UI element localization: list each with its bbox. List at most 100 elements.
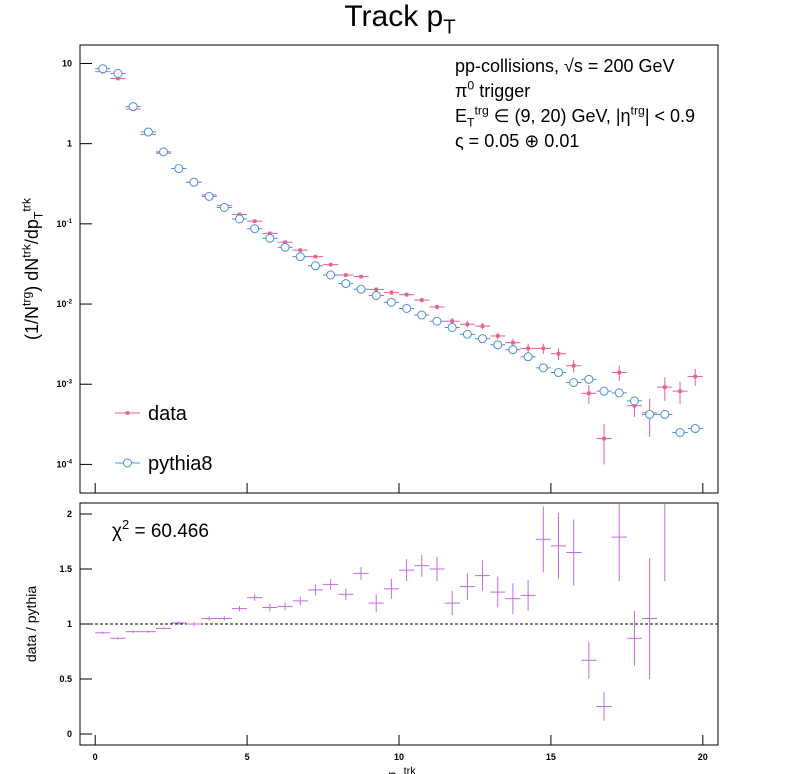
data-marker [310, 261, 320, 271]
y-tick-label: 10-4 [57, 459, 73, 470]
data-marker [569, 378, 579, 388]
data-marker [189, 177, 199, 187]
data-marker [678, 389, 682, 393]
text-part: p [388, 768, 397, 774]
x-tick-label: 15 [546, 752, 556, 762]
text-part: | < 0.9 [645, 106, 695, 126]
data-marker [450, 319, 454, 324]
x-tick-label: 20 [698, 752, 708, 762]
y-tick-label: 1.5 [59, 564, 72, 574]
data-marker [328, 262, 333, 267]
text-part: π [455, 81, 467, 101]
text-part: trk [19, 197, 33, 211]
text-part: ∈ (9, 20) GeV, |η [489, 106, 631, 126]
legend-label: data [148, 403, 188, 425]
text-part: 10 [57, 219, 67, 229]
data-marker [98, 64, 108, 74]
data-marker [313, 254, 318, 259]
data-marker [113, 68, 123, 78]
series-group [95, 64, 703, 465]
data-marker [295, 252, 305, 262]
series-group [95, 503, 666, 721]
text-part: -1 [67, 218, 73, 225]
text-part: χ [112, 521, 122, 542]
data-marker [693, 374, 698, 379]
text-part: -2 [67, 298, 73, 305]
text-part: trk [19, 243, 33, 257]
text-part: T [32, 211, 46, 219]
y-axis-label: data / pythia [23, 586, 39, 662]
x-tick-label: 10 [394, 752, 404, 762]
data-marker [268, 231, 272, 236]
data-marker [587, 391, 591, 396]
data-marker [465, 322, 470, 327]
data-marker [252, 219, 257, 223]
data-marker [283, 240, 287, 245]
legend-marker [123, 458, 132, 468]
annotation: ς = 0.05 ⊕ 0.01 [455, 131, 579, 151]
y-tick-label: 1 [67, 139, 72, 149]
text-part: -4 [67, 459, 73, 466]
data-marker [523, 352, 533, 362]
data-marker [554, 368, 563, 378]
text-part: trg [631, 103, 645, 117]
data-marker [265, 233, 275, 243]
data-marker [250, 224, 260, 234]
data-marker [344, 273, 348, 277]
data-marker [374, 287, 379, 292]
data-marker [359, 274, 363, 279]
data-marker [495, 334, 500, 338]
annotation: pp-collisions, √s = 200 GeV [455, 56, 675, 76]
data-marker [602, 436, 606, 441]
text-part: Track p [344, 0, 443, 33]
data-marker [237, 212, 242, 217]
data-marker [645, 409, 655, 419]
data-marker [629, 396, 639, 406]
y-tick-label: 0.5 [59, 674, 72, 684]
data-marker [462, 329, 472, 339]
text-part: 10 [57, 459, 67, 469]
data-marker [174, 164, 184, 174]
data-marker [480, 324, 485, 328]
y-tick-label: 0 [67, 729, 72, 739]
data-marker [663, 385, 667, 389]
text-part: E [455, 106, 467, 126]
data-marker [690, 424, 700, 434]
y-tick-label: 10-1 [57, 218, 73, 229]
text-part: trg [19, 292, 33, 306]
y-tick-label: 10-3 [57, 378, 73, 389]
text-part: /dp [22, 219, 42, 244]
data-marker [675, 428, 685, 438]
data-marker [660, 409, 670, 419]
data-marker [116, 76, 120, 81]
data-marker [617, 370, 622, 375]
text-part: trg [475, 103, 489, 117]
data-marker [599, 386, 609, 396]
data-marker [280, 242, 290, 252]
data-marker [326, 270, 336, 280]
data-marker [432, 316, 442, 326]
text-part: = 60.466 [129, 521, 209, 542]
text-part: T [443, 17, 455, 39]
text-part: 10 [57, 379, 67, 389]
data-marker [404, 292, 409, 297]
text-part: -3 [67, 378, 73, 385]
legend-marker [125, 411, 130, 415]
x-tick-label: 5 [245, 752, 250, 762]
annotation: π0 trigger [455, 78, 530, 101]
data-marker [614, 388, 624, 398]
data-marker [508, 345, 518, 355]
data-marker [389, 290, 394, 295]
data-marker [478, 334, 488, 344]
data-marker [541, 346, 546, 351]
data-marker [493, 340, 503, 350]
data-marker [419, 298, 424, 302]
text-part: ) dN [22, 258, 42, 292]
data-marker [159, 147, 169, 157]
data-marker [526, 346, 530, 351]
y-axis-label: (1/Ntrg) dNtrk/dpTtrk [19, 197, 45, 340]
annotation: ETtrg ∈ (9, 20) GeV, |ηtrg| < 0.9 [455, 103, 695, 129]
data-marker [538, 363, 548, 373]
data-marker [447, 322, 457, 332]
